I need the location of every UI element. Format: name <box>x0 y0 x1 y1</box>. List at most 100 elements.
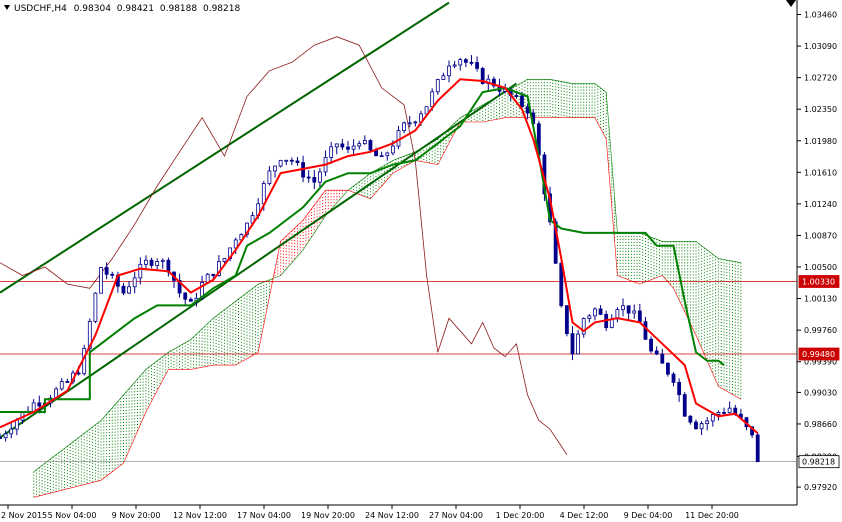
x-tick-label: 24 Nov 12:00 <box>365 511 419 520</box>
close-value: 0.98218 <box>203 4 240 14</box>
candle <box>160 258 165 269</box>
y-tick-label: 1.00130 <box>804 295 837 304</box>
candle <box>155 258 160 271</box>
time-axis-bg <box>0 505 842 522</box>
candle <box>138 257 143 285</box>
candle <box>407 115 412 128</box>
candle <box>9 422 14 439</box>
candle <box>183 292 188 306</box>
high-value: 0.98421 <box>117 4 154 14</box>
svg-text:1.00330: 1.00330 <box>802 278 835 287</box>
candle <box>654 346 659 356</box>
collapse-triangle-icon[interactable] <box>4 5 10 10</box>
candle <box>357 140 362 150</box>
y-tick-label: 1.03460 <box>804 11 837 20</box>
candle <box>385 151 390 161</box>
candle <box>278 159 283 168</box>
candle <box>0 433 2 440</box>
price-axis-bg <box>797 0 842 522</box>
candle <box>452 60 457 69</box>
y-tick-label: 0.99390 <box>804 358 837 367</box>
candle <box>99 266 103 294</box>
candle <box>284 159 289 165</box>
svg-text:0.99480: 0.99480 <box>802 350 835 359</box>
y-tick-label: 0.98660 <box>804 420 837 429</box>
x-tick-label: 17 Nov 04:00 <box>237 511 291 520</box>
candle <box>424 106 429 115</box>
candle <box>458 57 463 71</box>
last-price-tag: 0.98218 <box>798 455 840 469</box>
candle <box>632 304 637 319</box>
candle <box>598 305 603 316</box>
candle <box>469 55 474 66</box>
tenkan-sen <box>0 78 759 435</box>
candle <box>267 166 272 186</box>
candle <box>289 157 294 166</box>
candle <box>127 281 131 295</box>
candle <box>149 257 154 269</box>
y-tick-label: 0.99030 <box>804 388 837 397</box>
svg-text:0.98218: 0.98218 <box>802 458 835 467</box>
low-value: 0.98188 <box>160 4 197 14</box>
candle <box>671 372 676 387</box>
candle <box>340 138 345 151</box>
candle <box>346 141 350 154</box>
candle <box>295 156 300 166</box>
scroll-right-triangle-icon[interactable] <box>786 0 796 7</box>
chart-header: USDCHF,H4 0.98304 0.98421 0.98188 0.9821… <box>4 4 240 14</box>
candle <box>306 170 311 183</box>
candle <box>59 378 64 391</box>
y-tick-label: 1.00870 <box>804 231 837 240</box>
candle <box>688 415 693 425</box>
candle <box>65 378 70 383</box>
x-tick-label: 1 Dec 20:00 <box>496 511 545 520</box>
y-tick-label: 1.03090 <box>804 42 837 51</box>
candle <box>273 165 277 178</box>
candle <box>435 78 440 95</box>
candle <box>110 271 115 279</box>
candle <box>660 348 665 364</box>
candle <box>463 57 468 68</box>
candle <box>581 317 586 338</box>
candle <box>413 120 418 127</box>
candle <box>329 141 334 164</box>
candle <box>699 421 704 436</box>
candle <box>402 121 407 134</box>
level-price-tag: 0.99480 <box>798 347 840 361</box>
candle <box>93 292 98 324</box>
kijun-sen <box>0 86 725 413</box>
x-tick-label: 2 Nov 2015 <box>1 511 47 520</box>
y-tick-label: 1.02350 <box>804 105 837 114</box>
x-tick-label: 9 Nov 20:00 <box>112 511 161 520</box>
candle <box>37 395 42 414</box>
candle <box>441 72 446 80</box>
level-price-tag: 1.00330 <box>798 275 840 288</box>
candle <box>121 282 126 296</box>
candle <box>222 258 227 264</box>
x-tick-label: 12 Nov 12:00 <box>173 511 227 520</box>
candle <box>649 336 653 354</box>
x-tick-label: 9 Dec 04:00 <box>624 511 673 520</box>
channel-lower-line <box>0 82 517 439</box>
candle <box>447 60 451 83</box>
candle <box>525 103 530 120</box>
candle <box>362 135 367 145</box>
svg-text:USDCHF,H4 0.98304: USDCHF,H4 0.98304 0.98421 0.98188 0.9821… <box>14 4 240 14</box>
candle <box>576 329 581 355</box>
candle <box>205 272 210 283</box>
candle <box>666 362 670 377</box>
symbol-label: USDCHF,H4 <box>14 4 67 14</box>
x-tick-label: 4 Dec 12:00 <box>560 511 609 520</box>
candle <box>755 432 760 463</box>
candle <box>3 430 8 442</box>
candle <box>570 326 575 361</box>
candle <box>722 407 726 416</box>
x-tick-label: 19 Nov 20:00 <box>301 511 355 520</box>
x-tick-label: 5 Nov 04:00 <box>48 511 97 520</box>
kijun-line <box>0 86 725 413</box>
candle <box>682 391 687 417</box>
candle <box>492 76 496 89</box>
y-tick-label: 1.00500 <box>804 263 837 272</box>
